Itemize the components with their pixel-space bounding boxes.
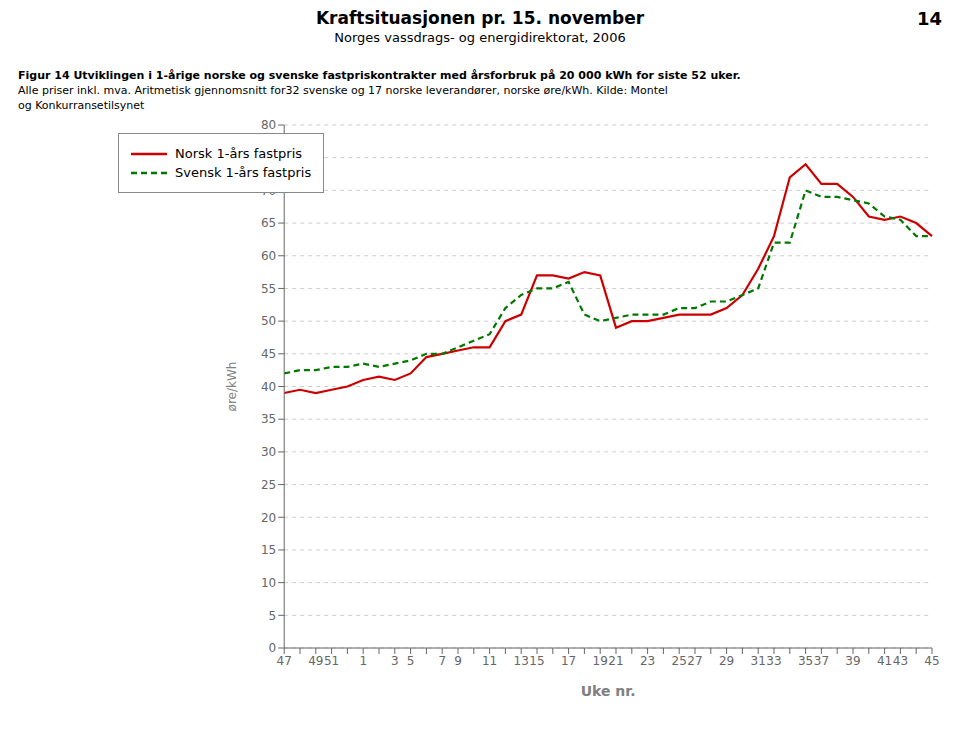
svg-text:17: 17	[561, 654, 576, 668]
svg-text:35: 35	[261, 412, 276, 426]
svg-text:31: 31	[751, 654, 766, 668]
svg-text:9: 9	[454, 654, 462, 668]
svg-text:45: 45	[261, 347, 276, 361]
svg-text:29: 29	[719, 654, 734, 668]
svg-text:1: 1	[359, 654, 367, 668]
svg-text:40: 40	[261, 380, 276, 394]
svg-text:21: 21	[608, 654, 623, 668]
svg-text:19: 19	[593, 654, 608, 668]
svg-text:øre/kWh: øre/kWh	[225, 362, 239, 412]
svg-text:80: 80	[261, 118, 276, 132]
svg-text:47: 47	[277, 654, 292, 668]
svg-text:20: 20	[261, 511, 276, 525]
svg-text:15: 15	[261, 543, 276, 557]
svg-text:5: 5	[269, 609, 277, 623]
svg-text:43: 43	[893, 654, 908, 668]
svg-text:27: 27	[687, 654, 702, 668]
svg-text:65: 65	[261, 216, 276, 230]
svg-text:Uke nr.: Uke nr.	[581, 683, 636, 699]
svg-text:11: 11	[482, 654, 497, 668]
svg-text:5: 5	[407, 654, 415, 668]
svg-text:0: 0	[269, 641, 277, 655]
svg-text:51: 51	[324, 654, 339, 668]
svg-text:75: 75	[261, 151, 276, 165]
svg-text:10: 10	[261, 576, 276, 590]
svg-text:49: 49	[308, 654, 323, 668]
svg-text:3: 3	[391, 654, 399, 668]
svg-text:30: 30	[261, 445, 276, 459]
svg-text:60: 60	[261, 249, 276, 263]
svg-text:70: 70	[261, 184, 276, 198]
svg-text:33: 33	[766, 654, 781, 668]
svg-text:13: 13	[514, 654, 529, 668]
svg-text:25: 25	[672, 654, 687, 668]
svg-text:39: 39	[845, 654, 860, 668]
svg-text:45: 45	[924, 654, 939, 668]
svg-text:7: 7	[438, 654, 446, 668]
svg-text:50: 50	[261, 314, 276, 328]
svg-text:25: 25	[261, 478, 276, 492]
svg-text:37: 37	[814, 654, 829, 668]
svg-text:41: 41	[877, 654, 892, 668]
svg-text:15: 15	[529, 654, 544, 668]
svg-text:35: 35	[798, 654, 813, 668]
svg-text:55: 55	[261, 282, 276, 296]
svg-text:23: 23	[640, 654, 655, 668]
